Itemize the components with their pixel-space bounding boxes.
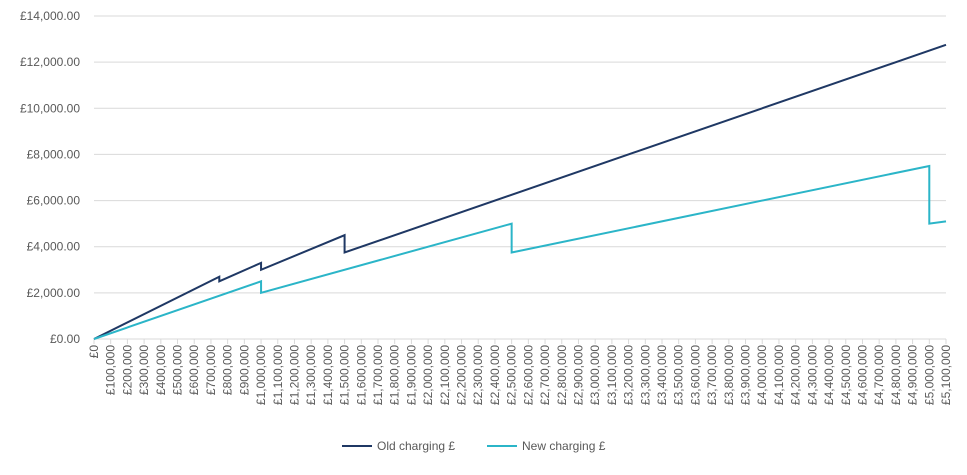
x-tick-label: £5,100,000 xyxy=(939,345,953,405)
x-tick-label: £3,900,000 xyxy=(739,345,753,405)
series-line xyxy=(93,43,947,340)
x-tick-label: £2,500,000 xyxy=(505,345,519,405)
x-tick-label: £3,500,000 xyxy=(672,345,686,405)
series-line xyxy=(93,164,947,340)
x-tick-label: £1,000,000 xyxy=(254,345,268,405)
x-tick-label: £2,700,000 xyxy=(538,345,552,405)
x-tick-label: £2,400,000 xyxy=(488,345,502,405)
x-tick-label: £3,700,000 xyxy=(705,345,719,405)
y-tick-label: £14,000.00 xyxy=(20,9,80,23)
y-tick-label: £10,000.00 xyxy=(20,101,80,115)
y-tick-label: £4,000.00 xyxy=(27,240,81,254)
x-tick-label: £300,000 xyxy=(137,345,151,395)
x-tick-label: £3,100,000 xyxy=(605,345,619,405)
x-tick-label: £4,600,000 xyxy=(855,345,869,405)
x-tick-label: £4,400,000 xyxy=(822,345,836,405)
x-tick-label: £4,300,000 xyxy=(805,345,819,405)
x-tick-label: £4,700,000 xyxy=(872,345,886,405)
x-tick-label: £2,200,000 xyxy=(455,345,469,405)
legend-label: New charging £ xyxy=(522,439,606,453)
x-tick-label: £1,600,000 xyxy=(354,345,368,405)
x-tick-label: £900,000 xyxy=(237,345,251,395)
x-tick-label: £1,400,000 xyxy=(321,345,335,405)
x-tick-label: £4,900,000 xyxy=(906,345,920,405)
x-tick-label: £1,500,000 xyxy=(338,345,352,405)
y-tick-label: £12,000.00 xyxy=(20,55,80,69)
x-tick-label: £4,100,000 xyxy=(772,345,786,405)
x-tick-label: £1,900,000 xyxy=(404,345,418,405)
x-tick-label: £2,800,000 xyxy=(555,345,569,405)
y-tick-label: £6,000.00 xyxy=(27,194,81,208)
x-tick-label: £2,900,000 xyxy=(571,345,585,405)
x-tick-label: £500,000 xyxy=(171,345,185,395)
x-tick-label: £2,100,000 xyxy=(438,345,452,405)
x-tick-label: £800,000 xyxy=(221,345,235,395)
x-tick-label: £5,000,000 xyxy=(922,345,936,405)
x-tick-label: £1,800,000 xyxy=(388,345,402,405)
x-tick-label: £400,000 xyxy=(154,345,168,395)
y-tick-label: £8,000.00 xyxy=(27,147,81,161)
y-tick-label: £2,000.00 xyxy=(27,286,81,300)
x-tick-label: £200,000 xyxy=(120,345,134,395)
x-tick-label: £2,000,000 xyxy=(421,345,435,405)
x-tick-label: £700,000 xyxy=(204,345,218,395)
x-tick-label: £100,000 xyxy=(104,345,118,395)
x-tick-label: £4,800,000 xyxy=(889,345,903,405)
x-tick-label: £1,300,000 xyxy=(304,345,318,405)
x-tick-label: £2,300,000 xyxy=(471,345,485,405)
x-tick-label: £1,100,000 xyxy=(271,345,285,405)
x-tick-label: £1,200,000 xyxy=(287,345,301,405)
x-tick-label: £0 xyxy=(87,345,101,359)
x-tick-label: £1,700,000 xyxy=(371,345,385,405)
x-tick-label: £2,600,000 xyxy=(521,345,535,405)
x-tick-label: £4,000,000 xyxy=(755,345,769,405)
x-tick-label: £3,600,000 xyxy=(688,345,702,405)
y-tick-label: £0.00 xyxy=(50,332,80,346)
x-tick-label: £4,200,000 xyxy=(789,345,803,405)
x-tick-label: £3,000,000 xyxy=(588,345,602,405)
x-tick-label: £3,800,000 xyxy=(722,345,736,405)
x-tick-label: £3,300,000 xyxy=(638,345,652,405)
legend-label: Old charging £ xyxy=(377,439,455,453)
x-tick-label: £4,500,000 xyxy=(839,345,853,405)
x-tick-label: £3,400,000 xyxy=(655,345,669,405)
x-tick-label: £600,000 xyxy=(187,345,201,395)
x-tick-label: £3,200,000 xyxy=(622,345,636,405)
